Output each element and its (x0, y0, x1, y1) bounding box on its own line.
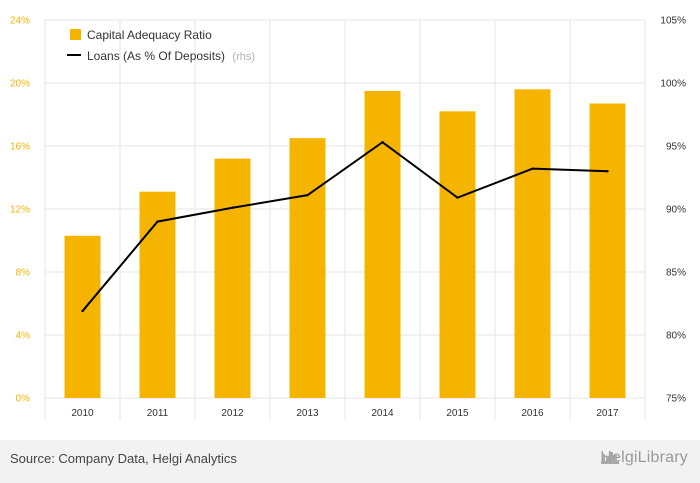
point-loans-2016 (531, 167, 534, 170)
point-loans-2010 (81, 309, 84, 313)
brand-name: HelgiLibrary (600, 449, 688, 466)
y-axis-right: 75% 80% 85% 90% 95% 100% 105% (660, 16, 686, 405)
legend-label-loans: Loans (As % Of Deposits) (rhs) (87, 49, 255, 63)
point-loans-2013 (306, 193, 309, 197)
x-axis: 2010 2011 2012 2013 2014 2015 2016 2017 (71, 408, 619, 419)
y-right-tick-label: 90% (666, 205, 686, 216)
legend: Capital Adequacy Ratio Loans (As % Of De… (67, 28, 255, 63)
line-loans-to-deposits (81, 140, 608, 312)
x-tick-label: 2013 (296, 408, 319, 419)
bar-capital-adequacy-2015 (439, 111, 476, 398)
x-tick-label: 2014 (371, 408, 394, 419)
point-loans-2011 (156, 220, 159, 223)
y-axis-left: 0% 4% 8% 12% 16% 20% 24% (10, 16, 30, 405)
bar-capital-adequacy-2011 (139, 191, 176, 398)
y-right-tick-label: 75% (666, 394, 686, 405)
footer: Source: Company Data, Helgi Analytics He… (0, 440, 700, 483)
x-tick-label: 2016 (521, 408, 544, 419)
y-left-tick-label: 24% (10, 16, 30, 27)
y-left-tick-label: 8% (16, 268, 31, 279)
line-series (81, 140, 609, 313)
y-left-tick-label: 16% (10, 142, 30, 153)
brand-logo: HelgiLibrary (600, 449, 688, 467)
y-right-tick-label: 95% (666, 142, 686, 153)
point-loans-2015 (456, 196, 459, 199)
y-left-tick-label: 20% (10, 79, 30, 90)
bar-capital-adequacy-2014 (364, 90, 401, 398)
bar-capital-adequacy-2010 (64, 235, 101, 398)
grid-lines (44, 19, 646, 420)
bar-capital-adequacy-2012 (214, 158, 251, 398)
point-loans-2012 (231, 206, 234, 209)
bars (64, 89, 626, 399)
source-note: Source: Company Data, Helgi Analytics (10, 451, 237, 466)
bar-capital-adequacy-2016 (514, 89, 551, 399)
y-right-tick-label: 80% (666, 331, 686, 342)
y-left-tick-label: 4% (16, 331, 31, 342)
x-tick-label: 2011 (147, 408, 169, 419)
bar-capital-adequacy-2017 (589, 103, 626, 398)
point-loans-2014 (381, 141, 384, 144)
x-tick-label: 2012 (221, 408, 244, 419)
x-tick-label: 2015 (446, 408, 469, 419)
y-left-tick-label: 0% (16, 394, 31, 405)
library-icon (601, 452, 620, 464)
bar-capital-adequacy-2013 (289, 138, 326, 398)
combo-chart: 0% 4% 8% 12% 16% 20% 24% 75% 80% 85% 90% 95% 100% 10… (10, 16, 686, 420)
legend-swatch-capital-adequacy (70, 29, 81, 40)
y-left-tick-label: 12% (10, 205, 30, 216)
legend-label-capital-adequacy: Capital Adequacy Ratio (87, 28, 212, 42)
x-tick-label: 2017 (596, 408, 619, 419)
y-right-tick-label: 100% (660, 79, 686, 90)
x-tick-label: 2010 (71, 408, 94, 419)
point-loans-2017 (606, 170, 609, 173)
y-right-tick-label: 105% (660, 16, 686, 27)
y-right-tick-label: 85% (666, 268, 686, 279)
